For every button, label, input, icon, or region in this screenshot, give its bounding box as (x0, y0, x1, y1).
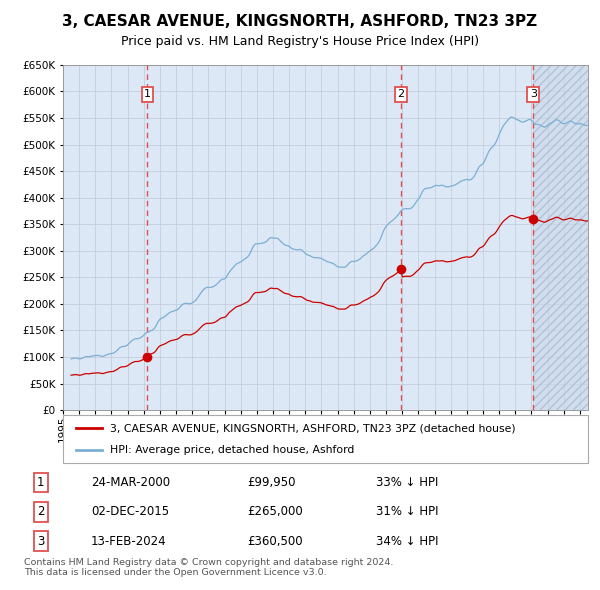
Text: 31% ↓ HPI: 31% ↓ HPI (376, 505, 438, 519)
Text: Contains HM Land Registry data © Crown copyright and database right 2024.
This d: Contains HM Land Registry data © Crown c… (24, 558, 394, 577)
Text: 33% ↓ HPI: 33% ↓ HPI (376, 476, 438, 489)
Text: 24-MAR-2000: 24-MAR-2000 (91, 476, 170, 489)
Text: 3, CAESAR AVENUE, KINGSNORTH, ASHFORD, TN23 3PZ: 3, CAESAR AVENUE, KINGSNORTH, ASHFORD, T… (62, 14, 538, 29)
Text: £360,500: £360,500 (247, 535, 303, 548)
Text: 02-DEC-2015: 02-DEC-2015 (91, 505, 169, 519)
Text: 2: 2 (397, 89, 404, 99)
Text: Price paid vs. HM Land Registry's House Price Index (HPI): Price paid vs. HM Land Registry's House … (121, 35, 479, 48)
Text: £99,950: £99,950 (247, 476, 296, 489)
Text: 3, CAESAR AVENUE, KINGSNORTH, ASHFORD, TN23 3PZ (detached house): 3, CAESAR AVENUE, KINGSNORTH, ASHFORD, T… (110, 423, 516, 433)
Text: HPI: Average price, detached house, Ashford: HPI: Average price, detached house, Ashf… (110, 445, 355, 455)
Text: 1: 1 (144, 89, 151, 99)
Text: £265,000: £265,000 (247, 505, 303, 519)
Text: 3: 3 (530, 89, 537, 99)
Text: 2: 2 (37, 505, 44, 519)
Bar (533, 65, 588, 410)
Text: 34% ↓ HPI: 34% ↓ HPI (376, 535, 438, 548)
Text: 13-FEB-2024: 13-FEB-2024 (91, 535, 167, 548)
Text: 3: 3 (37, 535, 44, 548)
FancyBboxPatch shape (63, 415, 588, 463)
Text: 1: 1 (37, 476, 44, 489)
